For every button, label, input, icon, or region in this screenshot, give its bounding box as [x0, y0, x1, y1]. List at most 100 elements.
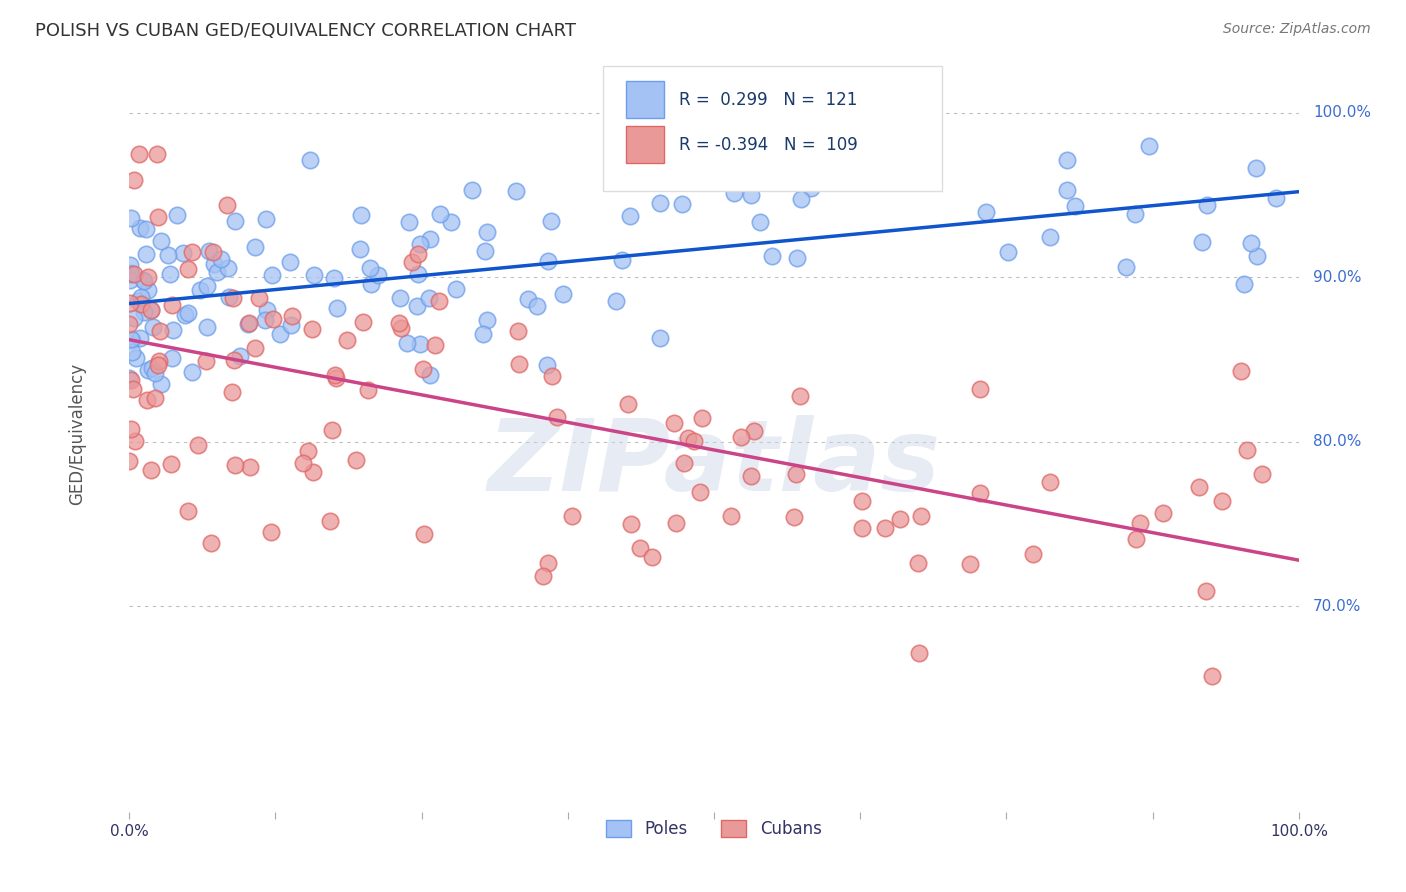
Point: [409, 237, 432, 252]
Text: 90.0%: 90.0%: [1313, 269, 1361, 285]
Point: [617, 397, 640, 411]
Point: [321, 423, 343, 437]
Point: [359, 261, 381, 276]
Point: [740, 187, 762, 202]
Point: [1039, 475, 1062, 490]
Point: [396, 336, 419, 351]
Point: [531, 569, 554, 583]
Point: [159, 267, 181, 281]
Point: [122, 382, 145, 396]
Point: [120, 267, 142, 281]
Point: [122, 310, 145, 325]
Point: [120, 373, 142, 387]
Point: [418, 291, 440, 305]
Point: [749, 215, 772, 229]
Point: [1229, 364, 1251, 378]
Point: [131, 290, 153, 304]
Point: [851, 521, 873, 535]
Point: [388, 317, 411, 331]
Point: [1246, 249, 1268, 263]
Point: [141, 361, 163, 376]
Point: [720, 509, 742, 524]
Point: [205, 265, 228, 279]
Point: [783, 510, 806, 524]
Point: [297, 443, 319, 458]
Point: [132, 305, 155, 319]
Point: [325, 371, 347, 385]
Point: [789, 192, 811, 206]
Point: [291, 456, 314, 470]
Point: [357, 384, 380, 398]
Point: [141, 463, 163, 477]
Point: [177, 262, 200, 277]
Point: [1056, 183, 1078, 197]
Point: [195, 279, 218, 293]
Point: [1123, 207, 1146, 221]
Point: [162, 323, 184, 337]
Point: [224, 213, 246, 227]
FancyBboxPatch shape: [626, 127, 664, 163]
Point: [889, 512, 911, 526]
Point: [217, 261, 239, 276]
Point: [1195, 198, 1218, 212]
Point: [122, 267, 145, 281]
Point: [1039, 230, 1062, 244]
Point: [325, 301, 347, 315]
Point: [336, 333, 359, 347]
Point: [128, 147, 150, 161]
Point: [561, 508, 583, 523]
Text: 100.0%: 100.0%: [1313, 105, 1371, 120]
Point: [1201, 669, 1223, 683]
Point: [118, 317, 141, 331]
Point: [260, 524, 283, 539]
Point: [1056, 153, 1078, 167]
Point: [683, 434, 706, 449]
Point: [405, 299, 427, 313]
Point: [427, 293, 450, 308]
Point: [323, 271, 346, 285]
Point: [243, 342, 266, 356]
Point: [302, 465, 325, 479]
Text: GED/Equivalency: GED/Equivalency: [67, 362, 86, 505]
Point: [141, 303, 163, 318]
Point: [149, 234, 172, 248]
Point: [177, 306, 200, 320]
Point: [1022, 548, 1045, 562]
Point: [412, 362, 434, 376]
Point: [238, 316, 260, 330]
Point: [172, 246, 194, 260]
Point: [118, 272, 141, 286]
Point: [215, 198, 238, 212]
Point: [553, 286, 575, 301]
Point: [218, 289, 240, 303]
Text: POLISH VS CUBAN GED/EQUIVALENCY CORRELATION CHART: POLISH VS CUBAN GED/EQUIVALENCY CORRELAT…: [35, 22, 576, 40]
Point: [360, 277, 382, 292]
Point: [125, 351, 148, 365]
Point: [224, 458, 246, 473]
Point: [429, 206, 451, 220]
Point: [974, 205, 997, 219]
Point: [1152, 506, 1174, 520]
Point: [664, 417, 686, 431]
Point: [823, 134, 845, 148]
Point: [236, 317, 259, 331]
Point: [474, 244, 496, 258]
Point: [269, 326, 291, 341]
Point: [177, 503, 200, 517]
Point: [1125, 532, 1147, 546]
Point: [253, 312, 276, 326]
Point: [1211, 494, 1233, 508]
Point: [344, 453, 367, 467]
Point: [689, 484, 711, 499]
Point: [546, 410, 568, 425]
Point: [260, 268, 283, 283]
Point: [349, 242, 371, 256]
Point: [118, 258, 141, 272]
Point: [907, 556, 929, 570]
Point: [280, 318, 302, 332]
Point: [323, 368, 346, 383]
Point: [301, 322, 323, 336]
Point: [166, 209, 188, 223]
Text: Source: ZipAtlas.com: Source: ZipAtlas.com: [1223, 22, 1371, 37]
Point: [1191, 235, 1213, 249]
